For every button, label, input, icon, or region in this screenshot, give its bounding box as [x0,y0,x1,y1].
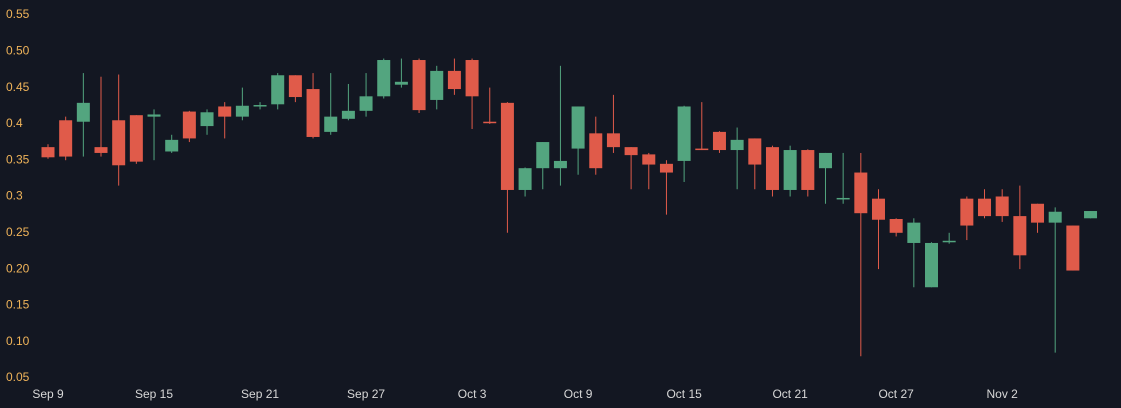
candle-body [412,60,426,111]
y-tick-label: 0.45 [6,80,30,94]
candle-body [1066,225,1080,271]
y-tick-label: 0.25 [6,225,30,239]
candle-body [76,102,90,122]
candle-body [500,102,514,190]
candle-body [253,105,267,107]
y-tick-label: 0.15 [6,298,30,312]
candle-body [553,160,567,169]
candle-body [925,242,938,288]
candle-body [41,147,55,158]
candle-body [783,150,797,190]
y-tick-label: 0.35 [6,152,30,166]
candle-body [624,147,638,156]
candle-body [59,120,73,157]
y-tick-label: 0.4 [6,116,23,130]
candle-body [165,139,179,152]
candle-body [642,154,656,165]
candle-body [1031,203,1045,223]
candle-body [1013,216,1027,256]
x-tick-label: Oct 21 [772,387,808,401]
candle-body [801,150,815,190]
candle-body [942,240,956,243]
candle-body [377,60,391,97]
candle-body [483,121,497,124]
candle-body [978,198,992,217]
candle-body [854,172,868,214]
candle-body [200,112,214,127]
candle-body [129,115,143,162]
candle-body [677,106,691,161]
x-tick-label: Nov 2 [987,387,1019,401]
x-tick-label: Sep 21 [241,387,279,401]
candle-body [589,133,603,169]
candle-body [394,81,408,85]
candle-body [182,111,196,139]
candle-body [659,163,673,173]
candle-body [112,120,126,166]
candle-body [889,219,903,233]
candle-body [836,197,850,200]
candle-body [712,131,726,151]
candle-body [907,222,921,243]
x-tick-label: Sep 9 [32,387,64,401]
candle-body [695,148,709,151]
candle-body [359,96,373,111]
candle-body [1048,211,1062,223]
candle-body [288,75,302,98]
y-tick-label: 0.55 [6,7,30,21]
candle-body [430,70,444,100]
y-tick-label: 0.10 [6,334,30,348]
candle-body [341,110,355,119]
candle-body [94,147,108,153]
candle-body [765,147,779,190]
candle-body [730,139,744,151]
y-tick-label: 0.50 [6,43,30,57]
candle-body [218,106,232,117]
candle-body [271,75,285,105]
x-tick-label: Oct 3 [458,387,487,401]
y-tick-label: 0.3 [6,189,23,203]
candle-body [571,106,585,149]
x-tick-label: Sep 27 [347,387,385,401]
candle-body [306,89,320,137]
candle-body [518,168,532,190]
x-tick-label: Oct 9 [564,387,593,401]
candle-body [748,138,762,165]
y-tick-label: 0.20 [6,261,30,275]
candle-body [995,196,1009,217]
x-tick-label: Oct 27 [878,387,914,401]
y-tick-label: 0.05 [6,370,30,384]
candle-body [818,152,832,169]
candle-body [871,198,885,220]
candle-body [324,116,338,132]
candle-body [147,114,161,117]
candle-body [1084,211,1098,219]
x-tick-label: Oct 15 [666,387,702,401]
candle-body [536,142,550,169]
candle-body [465,60,479,97]
candle-body [447,70,461,90]
candle-body [235,105,249,117]
x-tick-label: Sep 15 [135,387,173,401]
candle-body [606,133,620,148]
candle-body [960,198,974,226]
